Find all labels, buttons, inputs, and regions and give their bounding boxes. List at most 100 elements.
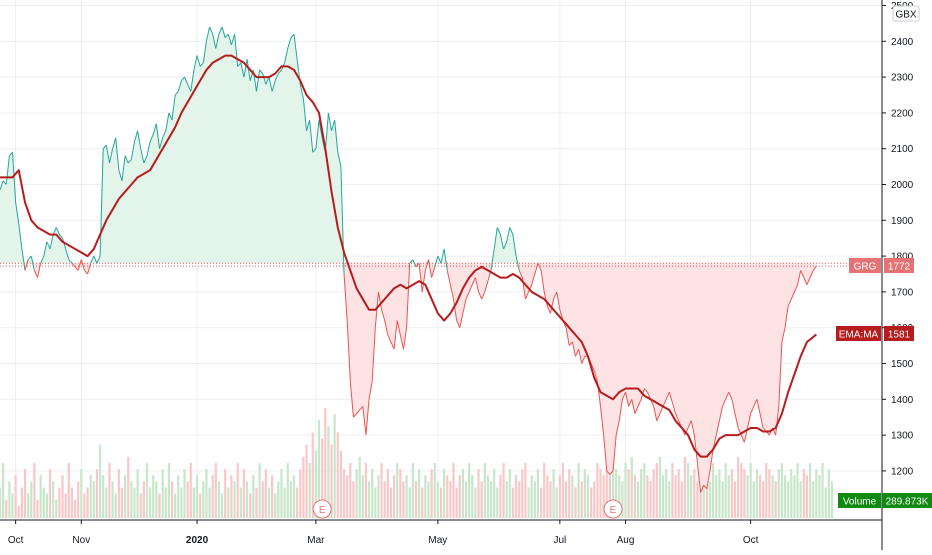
price-segment bbox=[753, 399, 758, 407]
price-segment bbox=[140, 148, 145, 164]
volume-bar bbox=[518, 481, 521, 518]
volume-bar bbox=[599, 469, 602, 518]
price-segment bbox=[565, 327, 570, 346]
price-tick-label: 2400 bbox=[891, 37, 914, 48]
volume-bar bbox=[333, 414, 336, 518]
price-segment bbox=[409, 259, 414, 264]
price-segment bbox=[71, 262, 76, 268]
price-segment bbox=[553, 291, 558, 300]
price-tick-label: 1400 bbox=[891, 395, 914, 406]
volume-bar bbox=[336, 432, 339, 518]
volume-bar bbox=[452, 463, 455, 518]
price-segment bbox=[515, 255, 520, 271]
volume-bar bbox=[768, 469, 771, 518]
price-segment bbox=[787, 298, 792, 307]
price-segment bbox=[684, 427, 689, 436]
volume-bar bbox=[430, 469, 433, 518]
currency-badge[interactable]: GBX bbox=[892, 5, 920, 22]
volume-bar bbox=[142, 481, 145, 518]
volume-bar bbox=[618, 475, 621, 518]
price-segment bbox=[568, 341, 573, 346]
price-segment bbox=[327, 112, 333, 131]
volume-bar bbox=[702, 475, 705, 518]
price-line bbox=[0, 26, 817, 493]
price-tick-label: 1300 bbox=[891, 431, 914, 442]
earnings-marker[interactable]: E bbox=[312, 499, 332, 519]
price-segment bbox=[621, 391, 626, 400]
volume-bar bbox=[286, 463, 289, 518]
price-segment bbox=[471, 277, 476, 285]
price-segment bbox=[224, 33, 229, 39]
price-segment bbox=[696, 463, 702, 493]
price-segment bbox=[427, 259, 433, 278]
price-segment bbox=[346, 320, 351, 382]
volume-bar bbox=[396, 463, 399, 518]
currency-label: GBX bbox=[895, 10, 916, 21]
volume-bar bbox=[665, 469, 668, 518]
price-segment bbox=[725, 391, 730, 400]
volume-bar bbox=[167, 463, 170, 518]
volume-bar bbox=[296, 487, 299, 518]
volume-bar bbox=[70, 487, 74, 518]
price-tick-label: 2300 bbox=[891, 73, 914, 84]
volume-bar bbox=[583, 469, 586, 518]
price-segment bbox=[340, 166, 345, 275]
price-segment bbox=[59, 234, 63, 239]
last-price-tag-name: GRG bbox=[854, 262, 877, 273]
price-segment bbox=[190, 69, 195, 92]
price-segment bbox=[115, 137, 120, 171]
volume-bar bbox=[130, 481, 133, 518]
price-segment bbox=[618, 399, 623, 421]
volume-bar bbox=[493, 469, 496, 518]
volume-bar bbox=[486, 475, 490, 518]
time-axis[interactable]: Oct Nov 2020 Mar May Jul Aug Oct bbox=[0, 519, 882, 546]
price-segment bbox=[734, 413, 739, 429]
volume-bar bbox=[655, 463, 658, 518]
price-segment bbox=[693, 435, 698, 464]
price-segment bbox=[365, 399, 370, 436]
price-segment bbox=[43, 241, 48, 257]
volume-bar bbox=[427, 481, 430, 518]
volume-bar bbox=[596, 463, 599, 518]
earnings-marker[interactable]: E bbox=[603, 499, 623, 519]
price-segment bbox=[343, 273, 348, 321]
volume-bar bbox=[227, 487, 230, 518]
volume-bar bbox=[546, 475, 549, 518]
volume-bar bbox=[342, 469, 346, 518]
volume-bar bbox=[98, 444, 102, 518]
price-segment bbox=[274, 73, 279, 81]
volume-bar bbox=[805, 475, 809, 518]
volume-bar bbox=[539, 487, 543, 518]
price-segment bbox=[806, 277, 811, 285]
price-segment bbox=[77, 259, 82, 271]
price-segment bbox=[243, 59, 248, 78]
volume-bar bbox=[511, 487, 515, 518]
price-segment bbox=[24, 259, 29, 271]
price-segment bbox=[524, 291, 530, 300]
price-segment bbox=[349, 381, 354, 418]
volume-bar bbox=[36, 499, 39, 518]
price-segment bbox=[390, 341, 395, 350]
volume-bar bbox=[292, 475, 296, 518]
price-segment bbox=[171, 94, 176, 121]
volume-bar bbox=[145, 463, 149, 518]
volume-bar bbox=[661, 475, 665, 518]
price-segment bbox=[446, 270, 451, 285]
ema-tag-name: EMA:MA bbox=[839, 330, 879, 341]
price-segment bbox=[715, 420, 720, 436]
volume-bar bbox=[565, 481, 568, 518]
area-above-baseline bbox=[0, 26, 817, 264]
volume-bar bbox=[443, 469, 446, 518]
volume-bar bbox=[721, 481, 724, 518]
price-segment bbox=[37, 263, 42, 278]
volume-bar bbox=[455, 487, 458, 518]
price-segment bbox=[215, 34, 220, 49]
volume-bar bbox=[261, 481, 264, 518]
volume-bar bbox=[718, 469, 721, 518]
price-axis[interactable]: 1200130014001500160017001800190020002100… bbox=[881, 0, 914, 550]
volume-bar bbox=[245, 481, 249, 518]
ema-line bbox=[0, 54, 817, 458]
